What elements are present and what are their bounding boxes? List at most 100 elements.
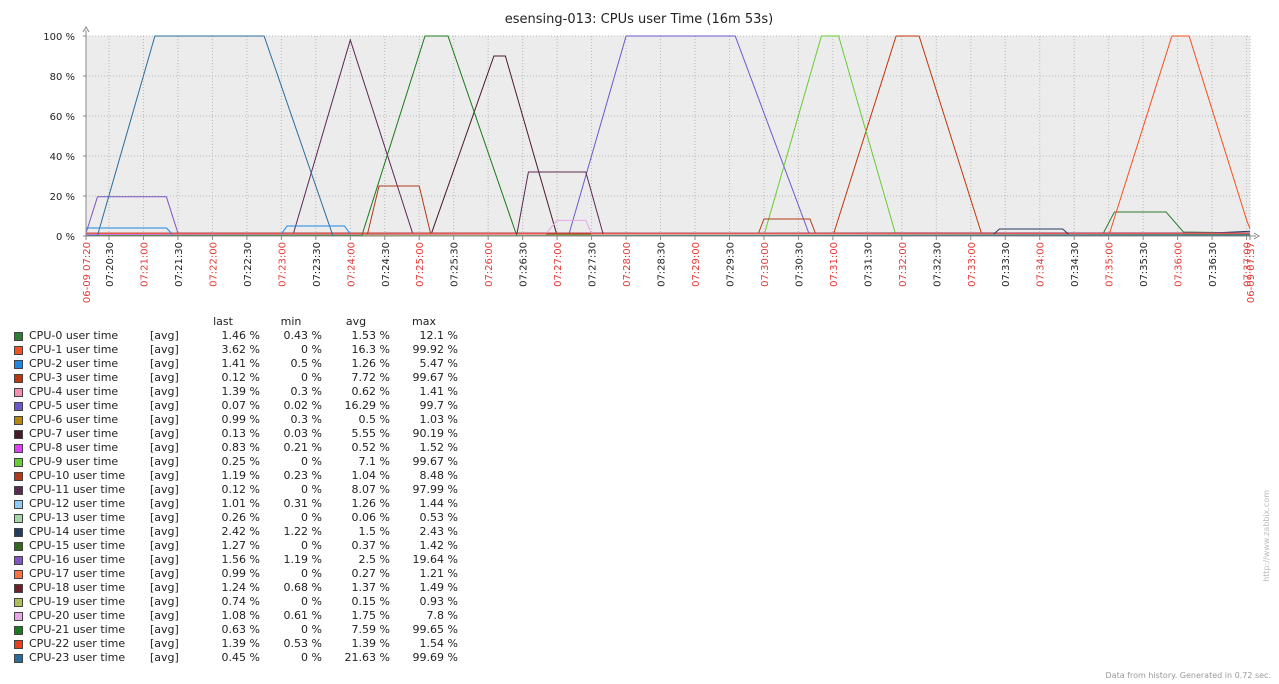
legend-func: [avg]: [150, 637, 179, 650]
legend-swatch: [14, 359, 23, 369]
legend-max: 1.44 %: [419, 497, 458, 510]
legend-min: 0.02 %: [283, 399, 322, 412]
legend-swatch: [14, 555, 23, 565]
legend-last: 1.46 %: [221, 329, 260, 342]
legend-max: 1.41 %: [419, 385, 458, 398]
series-plateau: [280, 225, 351, 235]
legend-swatch: [14, 541, 23, 551]
legend-min: 0.61 %: [283, 609, 322, 622]
legend-item: CPU-2 user time [avg] 1.41 % 0.5 % 1.26 % 5.4…: [14, 357, 458, 371]
legend-last: 1.41 %: [221, 357, 260, 370]
legend-item: CPU-1 user time [avg] 3.62 % 0 % 16.3 % 99.92…: [14, 343, 458, 357]
legend-min: 0.5 %: [290, 357, 322, 370]
x-tick-label: 07:27:00: [553, 242, 564, 287]
legend-last: 0.63 %: [221, 623, 260, 636]
legend-func: [avg]: [150, 595, 179, 608]
legend-last: 0.07 %: [221, 399, 260, 412]
legend-func: [avg]: [150, 343, 179, 356]
y-tick-label: 80 %: [50, 72, 75, 83]
plot-area: [86, 36, 1250, 236]
legend-item: CPU-7 user time [avg] 0.13 % 0.03 % 5.55 % 90…: [14, 427, 458, 441]
x-tick-label: 07:24:00: [346, 242, 357, 287]
legend-avg: 1.5 %: [358, 525, 390, 538]
x-axis-arrow: [1253, 232, 1260, 240]
y-tick-label: 60 %: [50, 112, 75, 123]
x-tick-label: 07:25:00: [415, 242, 426, 287]
legend-col-avg: avg: [345, 315, 367, 328]
legend-avg: 7.59 %: [351, 623, 390, 636]
legend-func: [avg]: [150, 455, 179, 468]
x-tick-label: 07:33:30: [1001, 242, 1012, 287]
x-tick-label: 07:29:30: [725, 242, 736, 287]
legend-last: 0.12 %: [221, 371, 260, 384]
legend-avg: 0.5 %: [358, 413, 390, 426]
legend: last min avg max CPU-0 user time [avg] 1.4…: [14, 315, 458, 665]
legend-series-name: CPU-14 user time: [29, 525, 126, 538]
legend-last: 1.01 %: [221, 497, 260, 510]
legend-min: 0 %: [301, 539, 322, 552]
legend-min: 0.23 %: [283, 469, 322, 482]
series-plateau: [86, 227, 173, 235]
x-tick-label: 07:35:00: [1105, 242, 1116, 287]
series-plateau: [993, 228, 1069, 235]
legend-series-name: CPU-13 user time: [29, 511, 126, 524]
legend-series-name: CPU-20 user time: [29, 609, 126, 622]
legend-func: [avg]: [150, 385, 179, 398]
legend-item: CPU-11 user time [avg] 0.12 % 0 % 8.07 % 97.9…: [14, 483, 458, 497]
legend-avg: 0.27 %: [351, 567, 390, 580]
legend-avg: 16.29 %: [344, 399, 390, 412]
legend-last: 0.12 %: [221, 483, 260, 496]
x-tick-label: 07:31:00: [829, 242, 840, 287]
legend-series-name: CPU-3 user time: [29, 371, 119, 384]
legend-last: 0.74 %: [221, 595, 260, 608]
legend-last: 1.08 %: [221, 609, 260, 622]
legend-item: CPU-23 user time [avg] 0.45 % 0 % 21.63 % 99.…: [14, 651, 458, 665]
x-tick-label: 06-09 07:20: [82, 242, 93, 303]
legend-series-name: CPU-7 user time: [29, 427, 119, 440]
x-tick-label: 07:37:00: [1243, 242, 1254, 287]
legend-min: 1.19 %: [283, 553, 322, 566]
legend-min: 0 %: [301, 623, 322, 636]
x-tick-label: 07:20:30: [105, 242, 116, 287]
legend-swatch: [14, 583, 23, 593]
legend-swatch: [14, 471, 23, 481]
legend-last: 0.83 %: [221, 441, 260, 454]
x-tick-label: 07:28:30: [657, 242, 668, 287]
legend-min: 0 %: [301, 483, 322, 496]
legend-swatch: [14, 611, 23, 621]
legend-last: 0.45 %: [221, 651, 260, 664]
legend-max: 0.53 %: [419, 511, 458, 524]
legend-swatch: [14, 401, 23, 411]
legend-avg: 7.1 %: [358, 455, 390, 468]
chart: esensing-013: CPUs user Time (16m 53s) 0…: [43, 12, 1260, 303]
legend-min: 0 %: [301, 455, 322, 468]
y-tick-label: 0 %: [56, 232, 75, 243]
legend-min: 0.68 %: [283, 581, 322, 594]
y-axis-arrow: [82, 26, 90, 33]
legend-series-name: CPU-21 user time: [29, 623, 126, 636]
legend-swatch: [14, 653, 23, 663]
legend-min: 0.3 %: [290, 413, 322, 426]
y-tick-label: 40 %: [50, 152, 75, 163]
x-tick-label: 07:25:30: [450, 242, 461, 287]
legend-max: 1.21 %: [419, 567, 458, 580]
legend-item: CPU-12 user time [avg] 1.01 % 0.31 % 1.26 % 1…: [14, 497, 458, 511]
x-tick-label: 07:26:00: [484, 242, 495, 287]
legend-item: CPU-0 user time [avg] 1.46 % 0.43 % 1.53 % 12…: [14, 329, 458, 343]
legend-series-name: CPU-18 user time: [29, 581, 126, 594]
legend-swatch: [14, 625, 23, 635]
legend-col-max: max: [412, 315, 436, 328]
legend-last: 0.26 %: [221, 511, 260, 524]
legend-max: 1.54 %: [419, 637, 458, 650]
legend-series-name: CPU-16 user time: [29, 553, 126, 566]
legend-series-name: CPU-6 user time: [29, 413, 119, 426]
legend-avg: 0.52 %: [351, 441, 390, 454]
legend-last: 1.39 %: [221, 637, 260, 650]
legend-series-name: CPU-8 user time: [29, 441, 119, 454]
legend-swatch: [14, 443, 23, 453]
legend-header: last min avg max: [14, 315, 458, 329]
series-line-cpu-20: [86, 219, 1251, 235]
legend-min: 0.31 %: [283, 497, 322, 510]
legend-avg: 7.72 %: [351, 371, 390, 384]
x-tick-label: 07:21:30: [174, 242, 185, 287]
